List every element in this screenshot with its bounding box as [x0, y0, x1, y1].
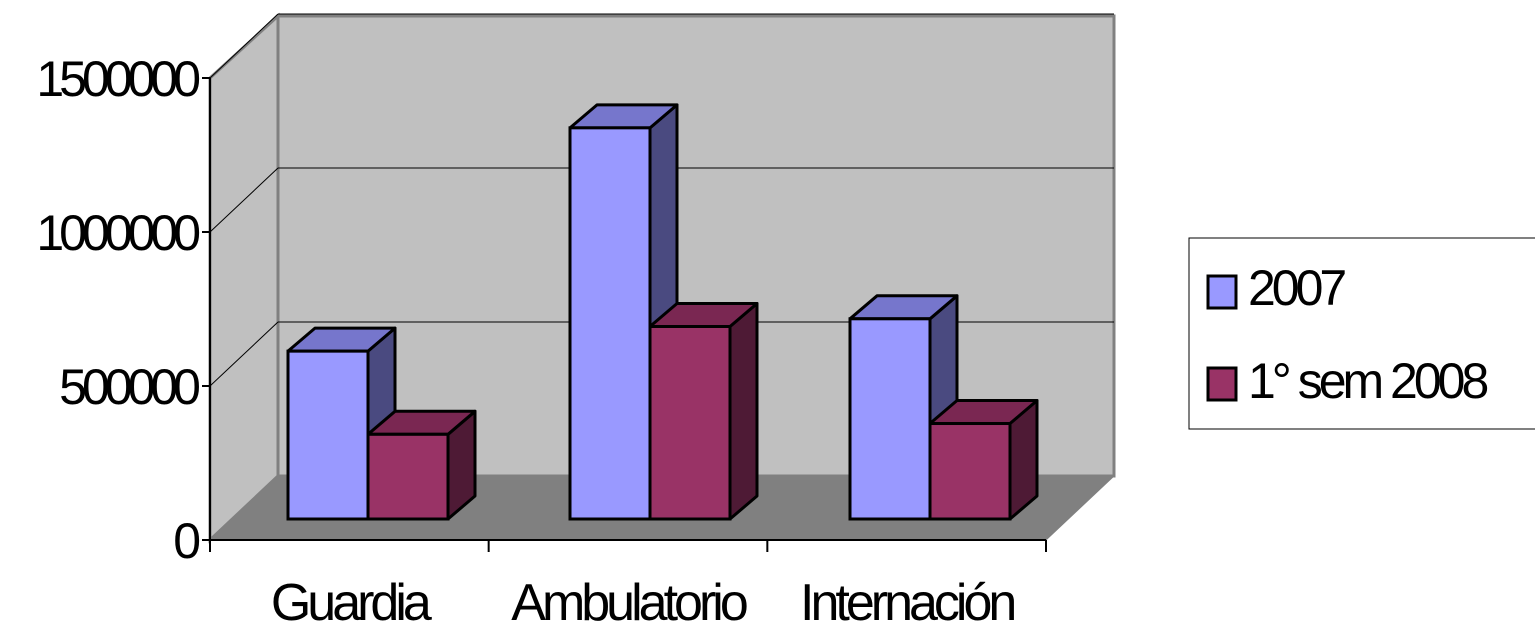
x-category-label: Guardia: [271, 574, 432, 627]
legend-swatch-2008: [1206, 366, 1238, 402]
bar-front-face: [568, 126, 652, 521]
bar-front-face: [648, 325, 732, 521]
gridline-diagonal: [209, 13, 279, 79]
legend-label-2008: 1° sem 2008: [1248, 353, 1487, 409]
gridline-diagonal: [209, 321, 279, 387]
bar-front-face: [848, 317, 932, 521]
side-wall: [208, 12, 280, 544]
legend-swatch-2007: [1206, 274, 1238, 310]
bar-side-face: [728, 302, 759, 521]
bar-front-face: [286, 349, 370, 521]
legend: 2007 1° sem 2008: [1188, 237, 1535, 430]
x-axis-ticks: Guardia Ambulatorio Internación: [209, 540, 1047, 627]
bars: [286, 103, 1039, 521]
bar: [366, 409, 477, 521]
legend-label-2007: 2007: [1248, 260, 1345, 316]
bar-front-face: [928, 422, 1012, 521]
y-tick-label: 0: [173, 513, 199, 569]
y-tick-label: 1500000: [36, 51, 199, 107]
bar: [648, 302, 759, 521]
x-category-label: Ambulatorio: [511, 574, 747, 627]
bar: [928, 399, 1039, 521]
legend-box: [1188, 237, 1535, 430]
y-axis-ticks: 0 500000 1000000 1500000: [36, 51, 210, 569]
y-tick-label: 1000000: [36, 205, 199, 261]
y-tick-label: 500000: [59, 359, 199, 415]
gridline-diagonal: [209, 167, 279, 233]
bar-front-face: [366, 432, 450, 521]
x-category-label: Internación: [800, 574, 1014, 627]
